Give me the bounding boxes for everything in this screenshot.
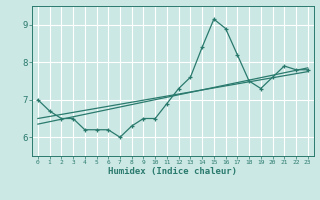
X-axis label: Humidex (Indice chaleur): Humidex (Indice chaleur) [108,167,237,176]
